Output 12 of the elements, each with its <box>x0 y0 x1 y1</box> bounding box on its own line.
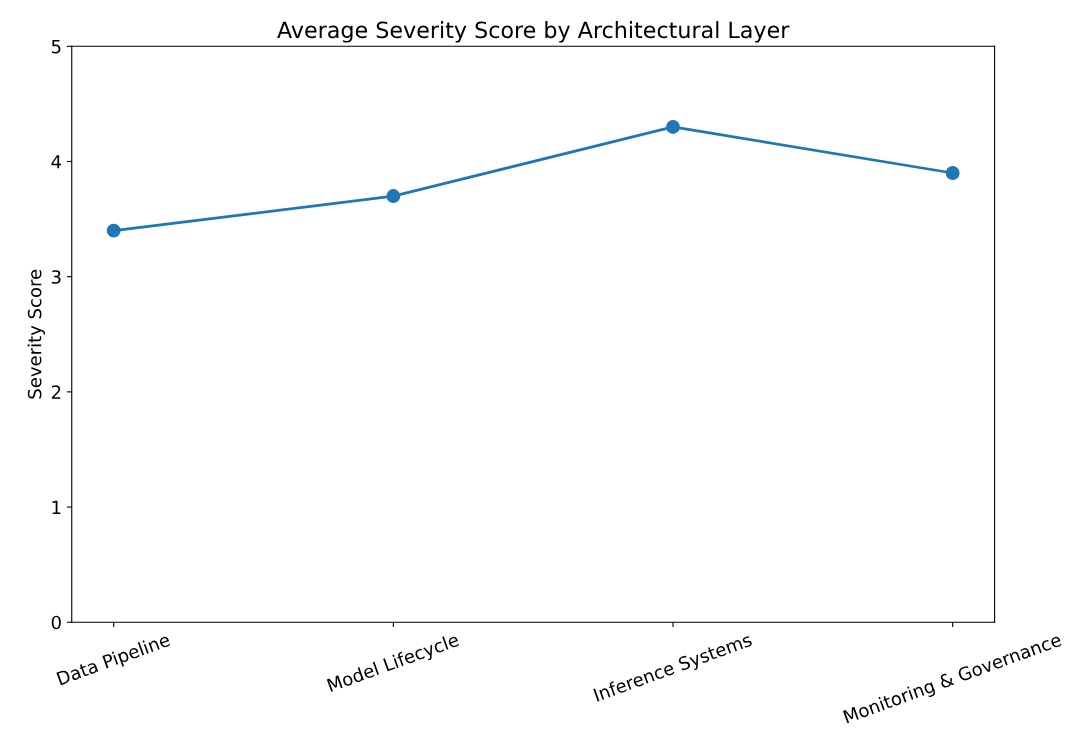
chart-title: Average Severity Score by Architectural Layer <box>277 21 790 43</box>
y-tick-label: 0 <box>51 615 61 630</box>
y-axis-title: Severity Score <box>27 269 45 399</box>
point <box>945 166 960 180</box>
y-tick-label: 5 <box>51 40 61 54</box>
y-tick-label: 2 <box>51 385 61 399</box>
y-tick-label: 1 <box>52 500 61 514</box>
point <box>666 120 680 134</box>
point <box>106 223 121 238</box>
y-tick-label: 4 <box>51 155 62 169</box>
y-tick-label: 3 <box>51 270 61 284</box>
point <box>386 189 401 204</box>
